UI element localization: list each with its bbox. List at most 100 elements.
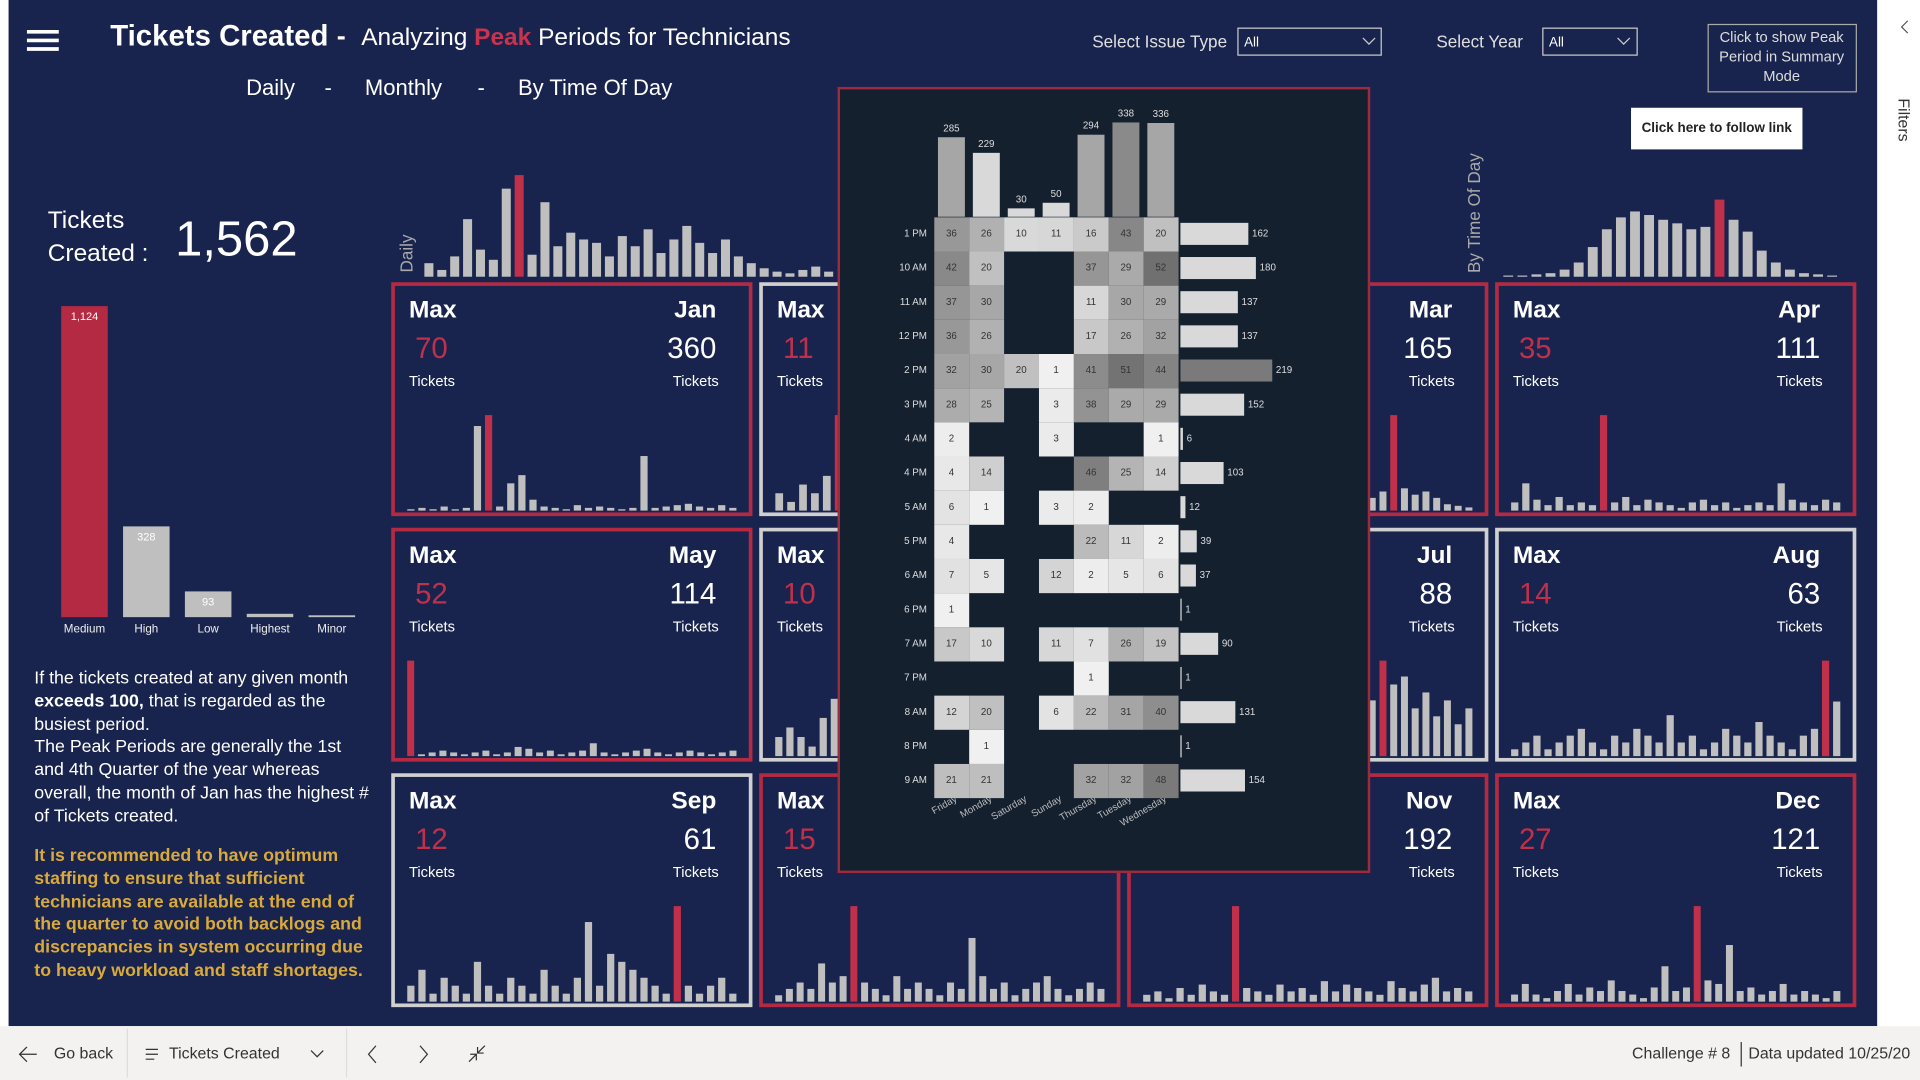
cell-label: 11	[1051, 228, 1061, 239]
row-total-bar	[1180, 769, 1245, 792]
bar	[1566, 505, 1574, 511]
heat-cell	[969, 388, 1005, 423]
bar	[1744, 742, 1752, 757]
bar	[796, 982, 804, 1002]
cell-label: 30	[981, 297, 992, 308]
cell-label: 3	[1053, 502, 1059, 513]
bar	[1588, 742, 1597, 757]
month-name: Jan	[674, 296, 716, 323]
bar	[1758, 994, 1766, 1002]
nav-monthly[interactable]: Monthly	[365, 75, 442, 100]
bar	[1086, 982, 1094, 1002]
side-pane[interactable]	[1879, 0, 1920, 1027]
bar	[1365, 991, 1373, 1002]
month-tile	[1495, 527, 1857, 762]
bar	[718, 505, 726, 511]
bar	[1779, 983, 1787, 1002]
bar	[529, 993, 537, 1002]
cell-label: 51	[1120, 365, 1131, 376]
heat-cell	[1038, 490, 1074, 525]
go-back[interactable]: Go back	[54, 1045, 113, 1062]
bar	[1650, 987, 1658, 1002]
bar	[1597, 991, 1604, 1002]
summary-button[interactable]	[1707, 23, 1857, 93]
heat-cell	[1038, 354, 1074, 389]
cell-label: 2	[949, 433, 954, 444]
bar	[718, 977, 726, 1002]
nav-daily[interactable]: Daily	[246, 75, 295, 100]
issue-dropdown[interactable]	[1237, 27, 1382, 56]
bar	[1390, 415, 1398, 511]
bar	[1442, 991, 1451, 1002]
cell-label: 32	[1155, 331, 1166, 342]
cell-label: 4	[949, 536, 955, 547]
nav-time-of-day[interactable]: By Time Of Day	[518, 75, 672, 100]
fit-icon[interactable]	[468, 1045, 486, 1063]
row-label: 7 PM	[904, 673, 927, 684]
bar	[1827, 275, 1838, 277]
bar	[592, 242, 602, 277]
column-total-bar	[937, 137, 965, 217]
bar	[595, 506, 604, 511]
row-label: 1 PM	[904, 228, 927, 239]
bar	[600, 752, 608, 757]
bar	[584, 922, 593, 1002]
kpi-label: Created :	[48, 240, 149, 267]
title-dash: -	[337, 21, 346, 51]
heat-cell	[1108, 627, 1144, 662]
year-label: Select Year	[1436, 31, 1523, 51]
row-label: 11 AM	[900, 297, 927, 308]
cell-label: 17	[1086, 331, 1097, 342]
bar	[1658, 219, 1669, 277]
next-page[interactable]	[419, 1045, 429, 1064]
bar	[484, 415, 493, 511]
heat-cell	[1038, 422, 1074, 457]
priority-bar	[308, 615, 356, 618]
bar	[1622, 496, 1630, 511]
bar	[573, 977, 581, 1002]
bar	[418, 969, 426, 1002]
bar	[1813, 274, 1823, 277]
bar	[428, 752, 436, 757]
max-value: 52	[415, 577, 448, 610]
tickets-label: Tickets	[777, 374, 823, 390]
menu-icon[interactable]	[26, 30, 59, 51]
row-label: 5 AM	[905, 502, 927, 513]
cell-label: 30	[1120, 297, 1131, 308]
cell-label: 1	[984, 502, 989, 513]
bar	[675, 752, 683, 757]
collapse-icon[interactable]	[1900, 20, 1909, 34]
bar	[507, 483, 515, 511]
heat-cell	[969, 456, 1005, 491]
month-total: 192	[1403, 823, 1452, 856]
bar	[607, 953, 615, 1002]
bar	[1532, 994, 1540, 1002]
bar	[1422, 491, 1430, 511]
month-tile	[1495, 773, 1857, 1008]
heat-cell	[934, 388, 970, 423]
heat-cell	[934, 319, 970, 354]
category-label: High	[134, 622, 158, 635]
max-label: Max	[1513, 296, 1561, 323]
cell-label: 31	[1120, 707, 1131, 718]
page-selector[interactable]: Tickets Created	[169, 1045, 280, 1062]
tickets-label: Tickets	[409, 619, 455, 635]
row-total-bar	[1180, 496, 1186, 519]
cell-label: 36	[946, 228, 957, 239]
column-total-bar	[1112, 122, 1140, 217]
row-total-label: 12	[1189, 502, 1200, 513]
cell-label: 26	[981, 331, 992, 342]
bar	[429, 993, 437, 1002]
cell-label: 2	[1088, 570, 1093, 581]
heat-cell	[934, 285, 970, 320]
bar	[936, 995, 944, 1002]
insight-bold: exceeds 100,	[34, 691, 144, 712]
bar	[1354, 987, 1362, 1002]
column-total-label: 50	[1051, 189, 1062, 200]
bar	[1575, 994, 1583, 1002]
bar	[1607, 980, 1615, 1002]
prev-page[interactable]	[367, 1045, 377, 1064]
bar	[1544, 505, 1552, 511]
bar	[1799, 502, 1807, 511]
